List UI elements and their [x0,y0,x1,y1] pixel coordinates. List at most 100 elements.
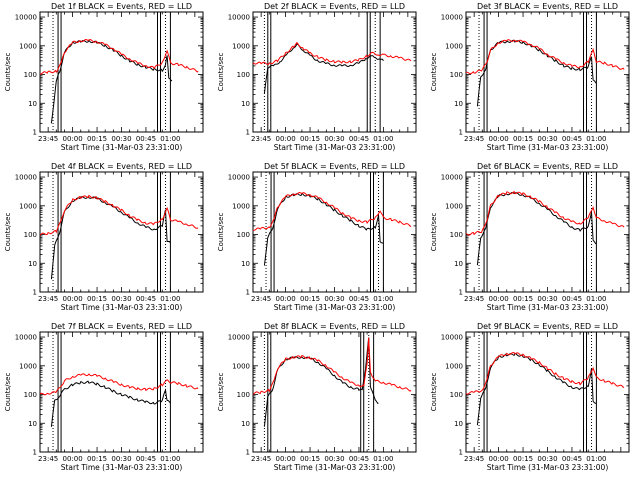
x-tick-label: 00:45 [562,295,582,303]
x-tick-label: 00:00 [276,455,296,463]
y-tick-label: 1 [246,449,250,457]
plot-frame [252,11,417,133]
series-line-lld [253,41,412,66]
x-tick-label: 01:00 [586,135,606,143]
series-line-events [263,192,384,266]
y-tick-label: 1 [459,129,463,137]
series-line-lld [466,351,625,395]
x-tick-label: 23:45 [251,135,271,143]
y-tick-label: 1000 [232,202,250,210]
x-tick-label: 00:00 [489,455,509,463]
x-tick-label: 01:00 [373,295,393,303]
x-tick-label: 00:15 [513,135,533,143]
chart-title: Det 6f BLACK = Events, RED = LLD [477,162,618,171]
x-tick-label: 01:00 [160,455,180,463]
x-tick-label: 23:45 [251,295,271,303]
y-axis-label: Counts/sec [4,53,12,92]
x-tick-label: 00:45 [349,455,369,463]
series-line-events [50,39,173,124]
chart-title: Det 9f BLACK = Events, RED = LLD [477,322,618,331]
y-tick-label: 1000 [232,42,250,50]
chart-svg: Det 3f BLACK = Events, RED = LLD 1 10 100 10… [430,2,630,152]
chart-title: Det 8f BLACK = Events, RED = LLD [264,322,405,331]
x-tick-label: 00:00 [276,135,296,143]
x-axis-label: Start Time (31-Mar-03 23:31:00) [274,143,396,152]
plot-frame [252,171,417,293]
y-tick-label: 10000 [441,14,463,22]
x-tick-label: 00:45 [136,295,156,303]
series-line-lld [466,39,625,75]
y-tick-label: 100 [450,391,463,399]
y-tick-label: 10 [28,420,37,428]
x-tick-label: 00:15 [87,295,107,303]
chart-panel-det-8f: Det 8f BLACK = Events, RED = LLD 1 10 100 10… [213,320,426,480]
x-tick-label: 00:30 [324,135,344,143]
x-tick-label: 00:30 [537,295,557,303]
chart-panel-det-4f: Det 4f BLACK = Events, RED = LLD 1 10 100 10… [0,160,213,320]
series-line-lld [253,337,412,395]
x-tick-label: 00:45 [349,295,369,303]
y-tick-label: 1 [33,449,37,457]
x-tick-label: 00:15 [513,455,533,463]
y-tick-label: 1000 [445,202,463,210]
chart-title: Det 2f BLACK = Events, RED = LLD [264,2,405,11]
y-tick-label: 10 [241,420,250,428]
y-tick-label: 1000 [19,42,37,50]
y-tick-label: 100 [237,71,250,79]
chart-title: Det 3f BLACK = Events, RED = LLD [477,2,618,11]
chart-panel-det-3f: Det 3f BLACK = Events, RED = LLD 1 10 100 10… [426,0,639,160]
plot-frame [465,11,630,133]
y-axis-label: Counts/sec [4,213,12,252]
x-tick-label: 00:15 [513,295,533,303]
x-tick-label: 00:45 [349,135,369,143]
x-axis-label: Start Time (31-Mar-03 23:31:00) [61,303,183,312]
series-line-lld [466,190,625,236]
series-line-events [476,39,597,107]
chart-panel-det-7f: Det 7f BLACK = Events, RED = LLD 1 10 100 10… [0,320,213,480]
y-tick-label: 10000 [15,14,37,22]
y-tick-label: 100 [237,391,250,399]
y-tick-label: 1000 [232,362,250,370]
y-tick-label: 10 [241,260,250,268]
x-tick-label: 00:00 [63,295,83,303]
x-tick-label: 00:30 [537,135,557,143]
y-tick-label: 10 [28,260,37,268]
series-line-lld [40,38,199,75]
series-line-events [50,380,171,427]
series-line-events [263,337,379,427]
y-axis-label: Counts/sec [430,373,438,412]
chart-svg: Det 4f BLACK = Events, RED = LLD 1 10 100 10… [4,162,204,312]
chart-title: Det 1f BLACK = Events, RED = LLD [51,2,192,11]
x-tick-label: 23:45 [251,455,271,463]
y-axis-label: Counts/sec [4,373,12,412]
x-tick-label: 00:30 [111,295,131,303]
y-tick-label: 100 [237,231,250,239]
x-tick-label: 23:45 [464,455,484,463]
x-tick-label: 00:45 [136,455,156,463]
x-tick-label: 00:30 [537,455,557,463]
y-axis-label: Counts/sec [430,213,438,252]
x-tick-label: 01:00 [373,135,393,143]
x-tick-label: 00:45 [562,455,582,463]
x-tick-label: 01:00 [160,135,180,143]
x-tick-label: 00:15 [300,455,320,463]
y-tick-label: 1000 [19,202,37,210]
y-tick-label: 1000 [19,362,37,370]
y-tick-label: 100 [24,391,37,399]
x-axis-label: Start Time (31-Mar-03 23:31:00) [61,463,183,472]
x-tick-label: 00:00 [489,135,509,143]
y-tick-label: 10000 [441,334,463,342]
x-tick-label: 23:45 [464,135,484,143]
y-tick-label: 10 [454,260,463,268]
series-line-events [263,43,384,94]
y-axis-label: Counts/sec [217,213,225,252]
series-line-events [50,196,171,280]
x-tick-label: 00:30 [324,455,344,463]
chart-svg: Det 1f BLACK = Events, RED = LLD 1 10 100 10… [4,2,204,152]
y-tick-label: 1 [246,289,250,297]
y-tick-label: 10 [454,100,463,108]
x-tick-label: 00:15 [87,455,107,463]
y-tick-label: 100 [24,231,37,239]
x-tick-label: 23:45 [38,135,58,143]
